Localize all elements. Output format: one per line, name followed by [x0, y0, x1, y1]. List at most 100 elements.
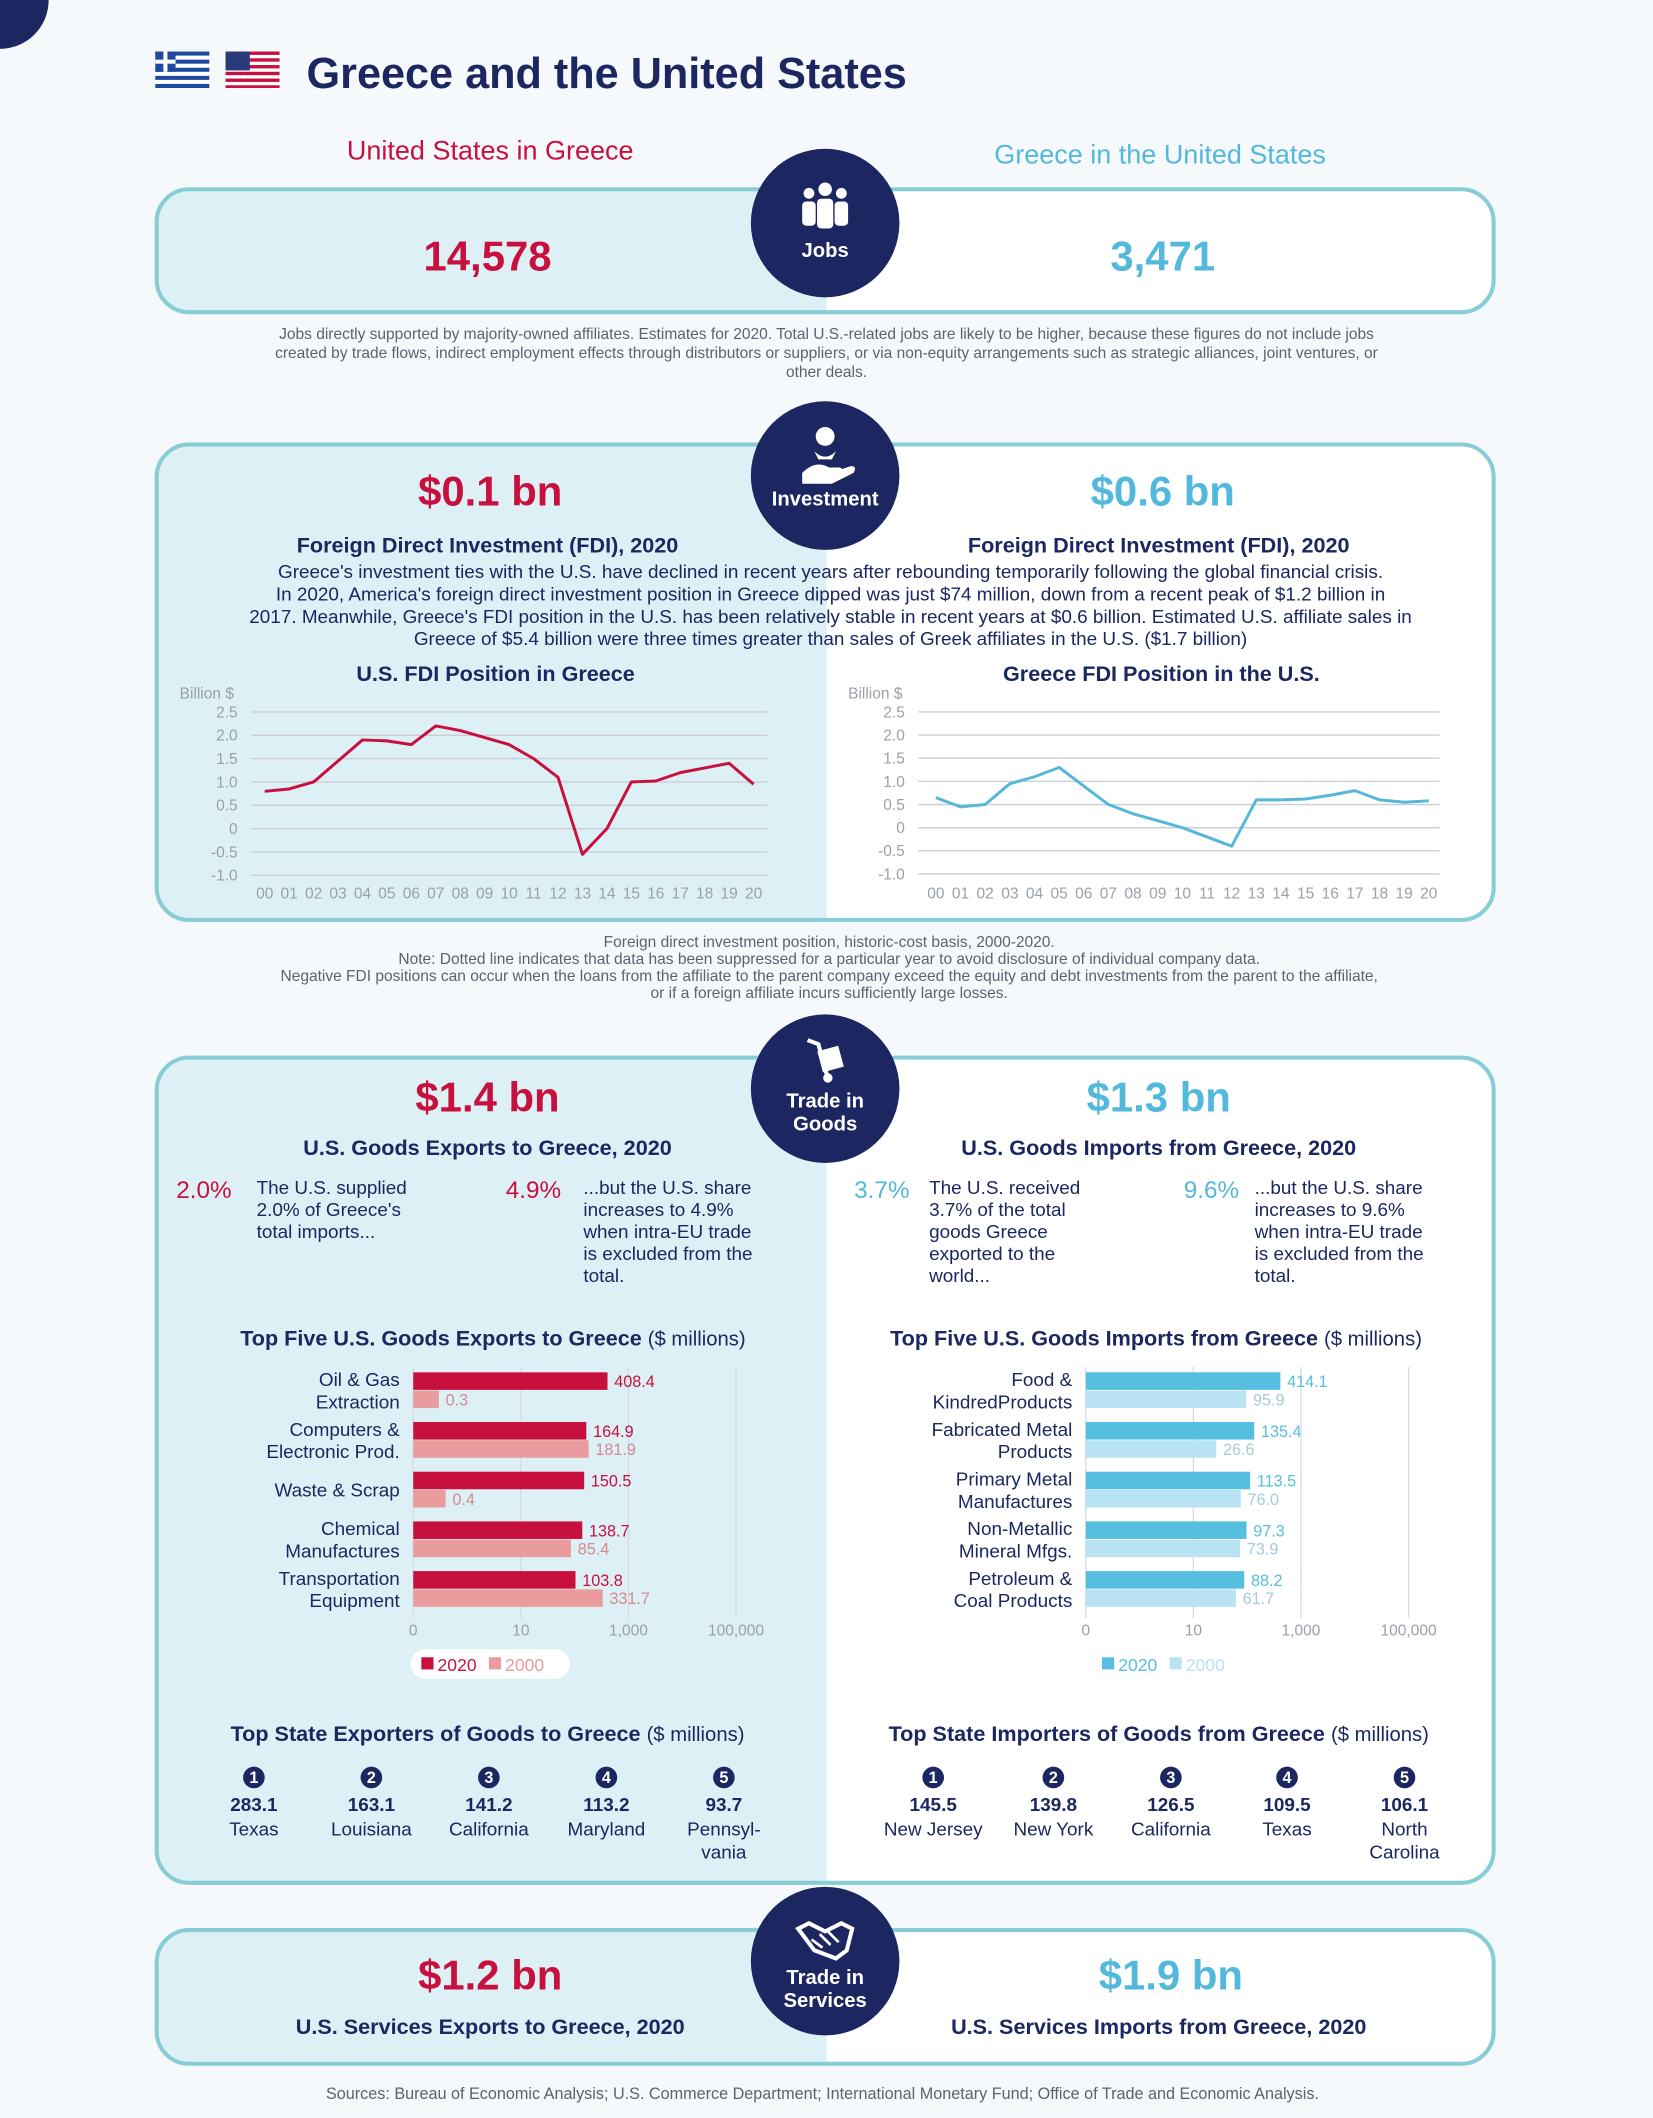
state-value: 163.1 — [348, 1795, 395, 1816]
y-tick-label: 1.0 — [883, 774, 905, 791]
stat-text: increases to 9.6% — [1255, 1200, 1405, 1221]
y-tick-label: 0.5 — [216, 798, 238, 815]
rank-badge — [1042, 1766, 1065, 1789]
bar — [1085, 1489, 1241, 1508]
x-tick-label: 13 — [1248, 885, 1265, 902]
jobs-note: created by trade flows, indirect employm… — [275, 345, 1378, 362]
x-tick-label: 00 — [927, 885, 945, 902]
bar — [1085, 1521, 1247, 1539]
legend-swatch — [488, 1657, 502, 1670]
stat-text: ...but the U.S. share — [583, 1178, 751, 1199]
x-tick-label: 05 — [1050, 885, 1067, 902]
chart-unit: ($ millions) — [1324, 1328, 1422, 1350]
data-label: 414.1 — [1287, 1373, 1328, 1391]
stat-text: is excluded from the — [583, 1244, 752, 1265]
category-label: Primary Metal — [956, 1470, 1073, 1491]
legend-label: 2020 — [438, 1655, 477, 1675]
legend-label: 2000 — [505, 1655, 544, 1675]
y-axis-label: Billion $ — [180, 685, 235, 702]
stat-text: total. — [583, 1266, 624, 1287]
jobs-note: other deals. — [786, 364, 867, 381]
fdi-paragraph: Greece's investment ties with the U.S. h… — [278, 562, 1383, 583]
rank: 1 — [249, 1769, 258, 1787]
fdi-us-in-greece: $0.1 bn — [418, 467, 562, 514]
y-tick-label: -1.0 — [878, 866, 905, 883]
data-label: 138.7 — [589, 1522, 630, 1540]
services-title: U.S. Services Imports from Greece, 2020 — [951, 2014, 1366, 2039]
x-tick-label: 03 — [329, 885, 346, 902]
rank: 3 — [484, 1769, 493, 1787]
data-label: 164.9 — [593, 1423, 634, 1441]
x-tick-label: 13 — [574, 885, 591, 902]
rank-badge — [243, 1766, 265, 1789]
x-tick-label: 19 — [720, 885, 737, 902]
left-heading: United States in Greece — [347, 136, 634, 166]
goods-label: Goods — [793, 1114, 857, 1136]
category-label: Computers & — [289, 1420, 400, 1441]
rank: 2 — [367, 1769, 376, 1787]
stat-value: 2.0% — [176, 1177, 231, 1204]
jobs-note: Jobs directly supported by majority-owne… — [279, 326, 1374, 343]
services-imports: $1.9 bn — [1099, 1951, 1243, 1998]
x-tick-label: 1,000 — [1282, 1623, 1321, 1640]
x-tick-label: 15 — [1297, 885, 1314, 902]
goods-amount: $1.3 bn — [1087, 1074, 1231, 1121]
us-flag — [225, 51, 280, 88]
state-value: 141.2 — [465, 1795, 512, 1816]
state-name: Carolina — [1369, 1842, 1440, 1863]
stat-text: ...but the U.S. share — [1255, 1178, 1423, 1199]
x-tick-label: 10 — [1185, 1623, 1203, 1640]
fdi-note: Note: Dotted line indicates that data ha… — [398, 951, 1260, 968]
state-name: North — [1381, 1820, 1427, 1841]
x-tick-label: 14 — [598, 885, 616, 902]
x-tick-label: 1,000 — [609, 1623, 648, 1640]
x-tick-label: 02 — [977, 885, 994, 902]
y-tick-label: 0 — [229, 821, 238, 838]
bar — [413, 1521, 583, 1539]
y-tick-label: 2.0 — [216, 728, 238, 745]
data-label: 85.4 — [578, 1540, 610, 1558]
stat-text: The U.S. received — [929, 1178, 1080, 1199]
services-exports: $1.2 bn — [418, 1951, 562, 1998]
x-tick-label: 0 — [409, 1623, 418, 1640]
data-label: 88.2 — [1251, 1572, 1283, 1590]
bar — [413, 1471, 585, 1490]
rank: 2 — [1049, 1769, 1058, 1787]
x-tick-label: 18 — [696, 885, 713, 902]
data-label: 150.5 — [591, 1473, 632, 1491]
state-value: 93.7 — [705, 1795, 742, 1816]
goods-badge — [750, 1014, 900, 1163]
rank-badge — [595, 1766, 618, 1789]
fdi-title: Foreign Direct Investment (FDI), 2020 — [297, 533, 679, 558]
investment-label: Investment — [772, 488, 879, 510]
chart-unit: ($ millions) — [648, 1328, 746, 1350]
rank: 4 — [1283, 1769, 1292, 1787]
stat-text: increases to 4.9% — [583, 1200, 733, 1221]
services-label: Services — [783, 1990, 866, 2012]
x-tick-label: 12 — [549, 885, 566, 902]
stat-text: The U.S. supplied — [257, 1178, 407, 1199]
y-axis-label: Billion $ — [848, 685, 903, 702]
investment-badge — [750, 401, 900, 550]
x-tick-label: 100,000 — [708, 1623, 764, 1640]
category-label: KindredProducts — [933, 1392, 1073, 1413]
investment-panel — [154, 442, 1496, 922]
x-tick-label: 08 — [1124, 885, 1141, 902]
state-name: Texas — [1262, 1820, 1311, 1841]
rank-badge — [1160, 1766, 1182, 1789]
data-label: 103.8 — [582, 1572, 623, 1590]
chart-title: Top Five U.S. Goods Imports from Greece … — [890, 1325, 1422, 1350]
fdi-note: Negative FDI positions can occur when th… — [281, 968, 1378, 985]
bar — [413, 1440, 589, 1458]
category-label: Coal Products — [954, 1591, 1073, 1612]
x-tick-label: 12 — [1223, 885, 1240, 902]
state-value: 113.2 — [583, 1795, 629, 1816]
bar — [1085, 1440, 1217, 1458]
rank-badge — [1276, 1766, 1298, 1789]
right-heading: Greece in the United States — [994, 140, 1326, 170]
data-label: 26.6 — [1223, 1441, 1255, 1459]
bar — [1085, 1471, 1251, 1490]
bar — [1085, 1372, 1281, 1390]
stat-text: when intra-EU trade — [1254, 1222, 1423, 1243]
page-title: Greece and the United States — [307, 50, 907, 98]
